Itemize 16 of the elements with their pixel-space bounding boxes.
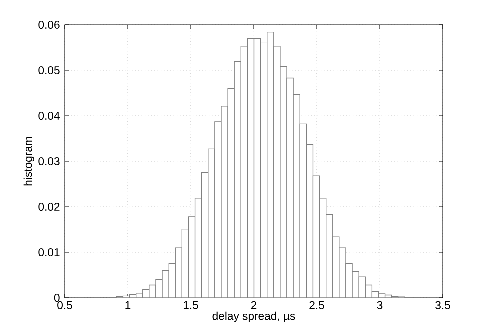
x-axis-title: delay spread, µs [212, 312, 296, 322]
x-tick-label: 0.5 [58, 301, 72, 310]
y-tick-label: 0.06 [38, 20, 60, 30]
y-tick-label: 0 [54, 294, 60, 302]
y-tick-label: 0.02 [38, 202, 60, 212]
y-tick-label: 0.01 [38, 248, 60, 257]
y-tick-label: 0.04 [38, 112, 60, 120]
x-tick-label: 1 [126, 301, 131, 310]
y-tick-label: 0.05 [38, 66, 60, 75]
x-tick-label: 1.5 [184, 301, 198, 310]
y-tick-label: 0.03 [38, 157, 60, 166]
x-tick-label: 2.5 [310, 301, 324, 310]
x-tick-label: 3 [377, 301, 383, 310]
x-tick-label: 3.5 [436, 301, 450, 310]
x-tick-label: 2 [251, 301, 257, 310]
y-axis-title: histogram [24, 137, 34, 186]
